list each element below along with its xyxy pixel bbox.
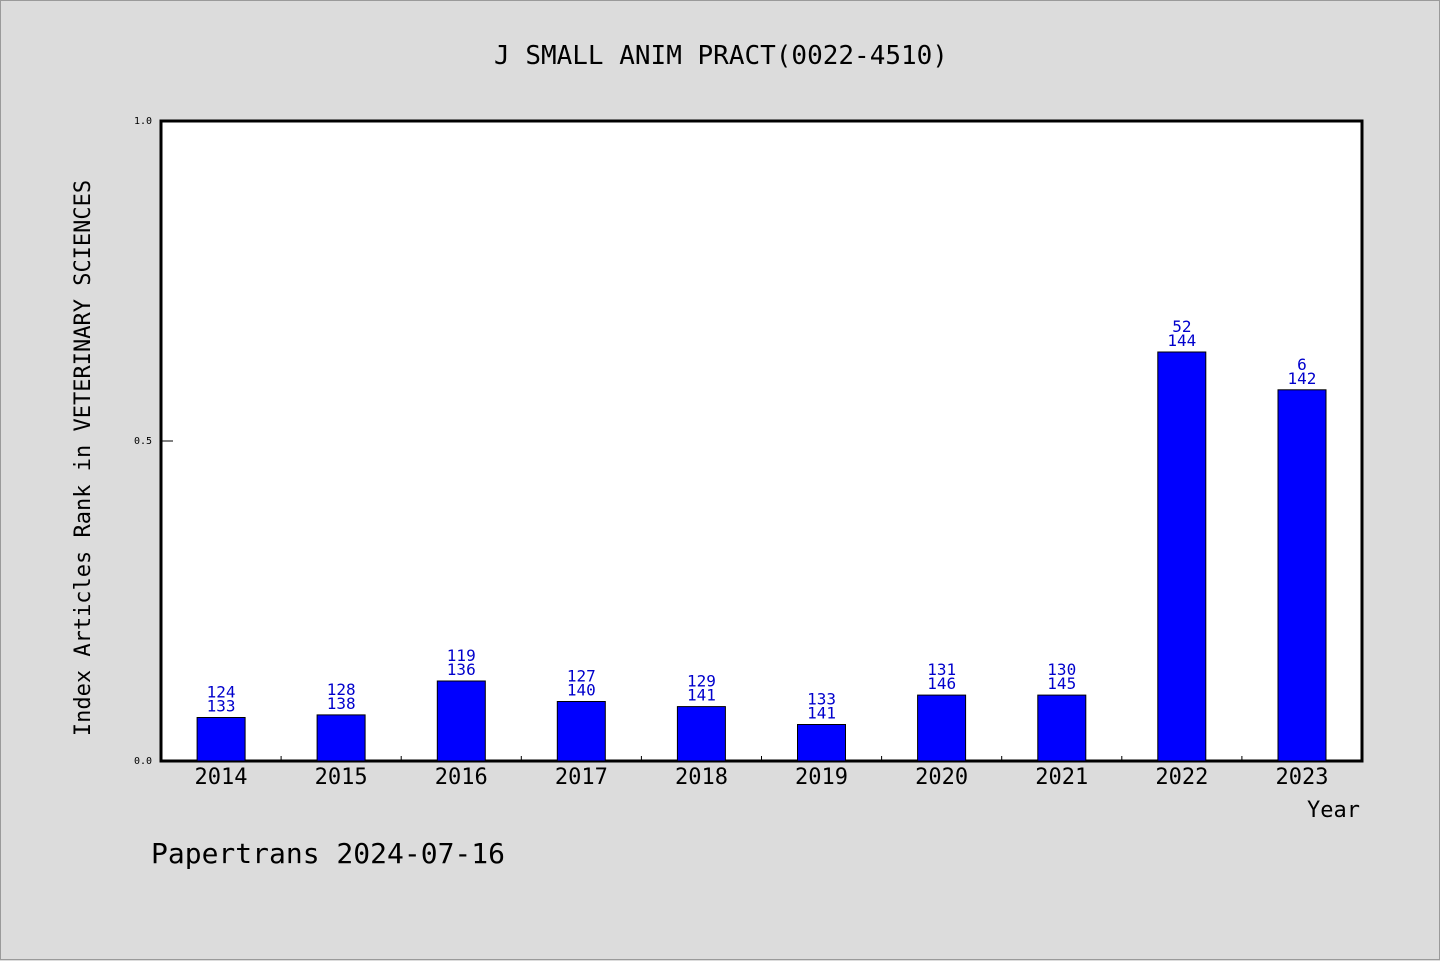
bar-total-label-2017: 140 [567,681,596,700]
x-tick-label-2016: 2016 [435,765,488,790]
bar-rank-label-2018: 129 [687,672,716,691]
bar-2019 [797,724,846,762]
x-tick-label-2018: 2018 [675,765,728,790]
x-tick-label-2022: 2022 [1155,765,1208,790]
x-axis-label: Year [1307,798,1360,823]
y-axis-label: Index Articles Rank in VETERINARY SCIENC… [71,180,96,736]
bar-rank-label-2022: 52 [1172,317,1191,336]
chart-title: J SMALL ANIM PRACT(0022-4510) [494,41,948,71]
bar-rank-label-2019: 133 [807,690,836,709]
x-tick-label-2015: 2015 [315,765,368,790]
bar-2022 [1157,351,1207,762]
bars-group [196,351,1327,762]
bar-2023 [1277,389,1327,762]
x-tick-label-2019: 2019 [795,765,848,790]
x-ticks-group: 2014 2015 2016 2017 2018 2019 2020 2021 2022 2023 [195,756,1328,790]
x-tick-label-2021: 2021 [1035,765,1088,790]
y-tick-label: 0.0 [134,756,152,767]
bar-total-label-2020: 146 [927,674,956,693]
bar-rank-label-2016: 119 [447,646,476,665]
footer-source-date: Papertrans 2024-07-16 [151,837,505,870]
y-tick-label: 0.5 [134,436,152,447]
bar-rank-label-2014: 124 [207,683,236,702]
bar-total-label-2018: 141 [687,686,716,705]
bar-2017 [556,701,606,762]
bar-total-label-2015: 138 [327,694,356,713]
bar-total-label-2016: 136 [447,660,476,679]
bar-rank-label-2021: 130 [1047,660,1076,679]
bar-total-label-2023: 142 [1287,369,1316,388]
bar-total-label-2022: 144 [1167,331,1196,350]
x-tick-label-2017: 2017 [555,765,608,790]
x-tick-label-2023: 2023 [1275,765,1328,790]
bar-total-label-2021: 145 [1047,674,1076,693]
x-tick-label-2014: 2014 [195,765,248,790]
bar-rank-label-2020: 131 [927,660,956,679]
bar-2015 [316,714,366,762]
bar-2021 [1037,694,1087,762]
x-tick-label-2020: 2020 [915,765,968,790]
bar-rank-label-2023: 6 [1297,355,1307,374]
bar-2020 [917,694,967,762]
bar-total-label-2019: 141 [807,704,836,723]
bar-total-label-2014: 133 [207,697,236,716]
bar-rank-label-2017: 127 [567,667,596,686]
y-tick-label: 1.0 [134,116,152,127]
bar-2016 [436,680,486,762]
bar-2014 [196,717,246,762]
y-ticks-group: 0.0 0.5 1.0 [134,116,173,767]
bar-2018 [676,706,726,762]
bar-rank-label-2015: 128 [327,680,356,699]
